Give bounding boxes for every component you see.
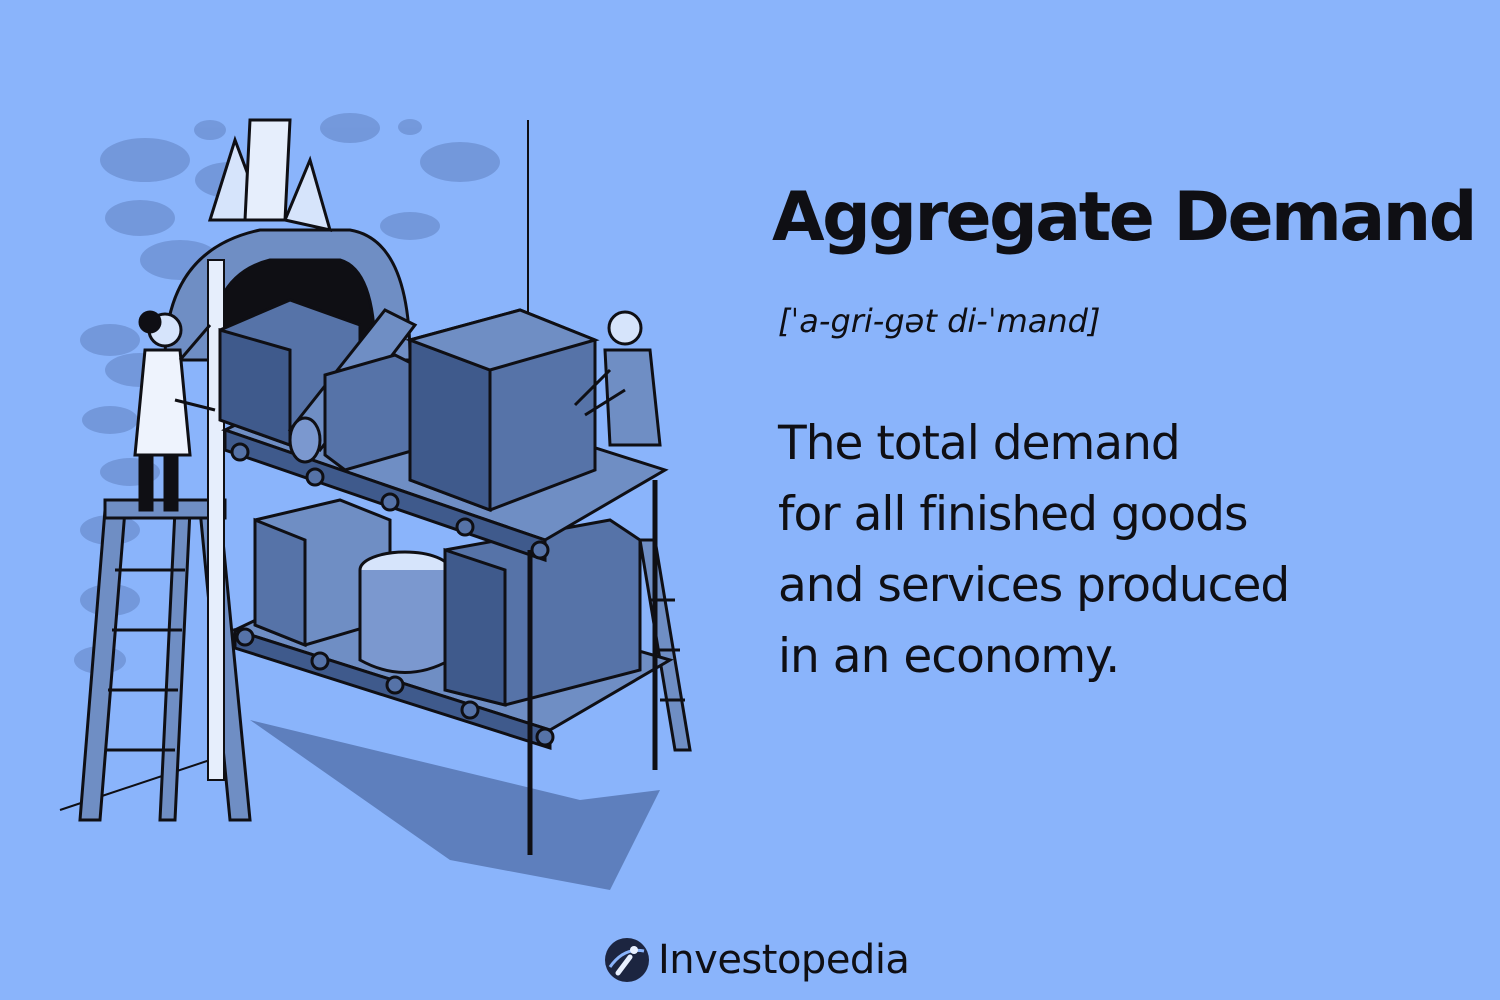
lower-boxes	[253, 498, 642, 707]
definition-line: for all finished goods	[778, 487, 1249, 542]
brand-name: Investopedia	[658, 937, 910, 983]
upper-boxes	[218, 298, 600, 513]
worker-moving-box	[573, 310, 662, 447]
pronunciation: [ˈa-gri-gət di-ˈmand]	[778, 302, 1101, 340]
definition-line: The total demand	[778, 416, 1181, 471]
definition-text: The total demand for all finished goods …	[778, 408, 1418, 692]
worker-measuring	[133, 310, 216, 512]
right-ladder	[638, 538, 692, 752]
floor-shadow	[250, 720, 660, 890]
aggregate-demand-illustration	[59, 113, 692, 890]
definition-line: in an economy.	[778, 629, 1120, 684]
definition-line: and services produced	[778, 558, 1290, 613]
investopedia-logo-icon	[605, 938, 649, 982]
term-title: Aggregate Demand	[772, 178, 1477, 257]
brand-logo[interactable]: Investopedia	[604, 932, 910, 988]
